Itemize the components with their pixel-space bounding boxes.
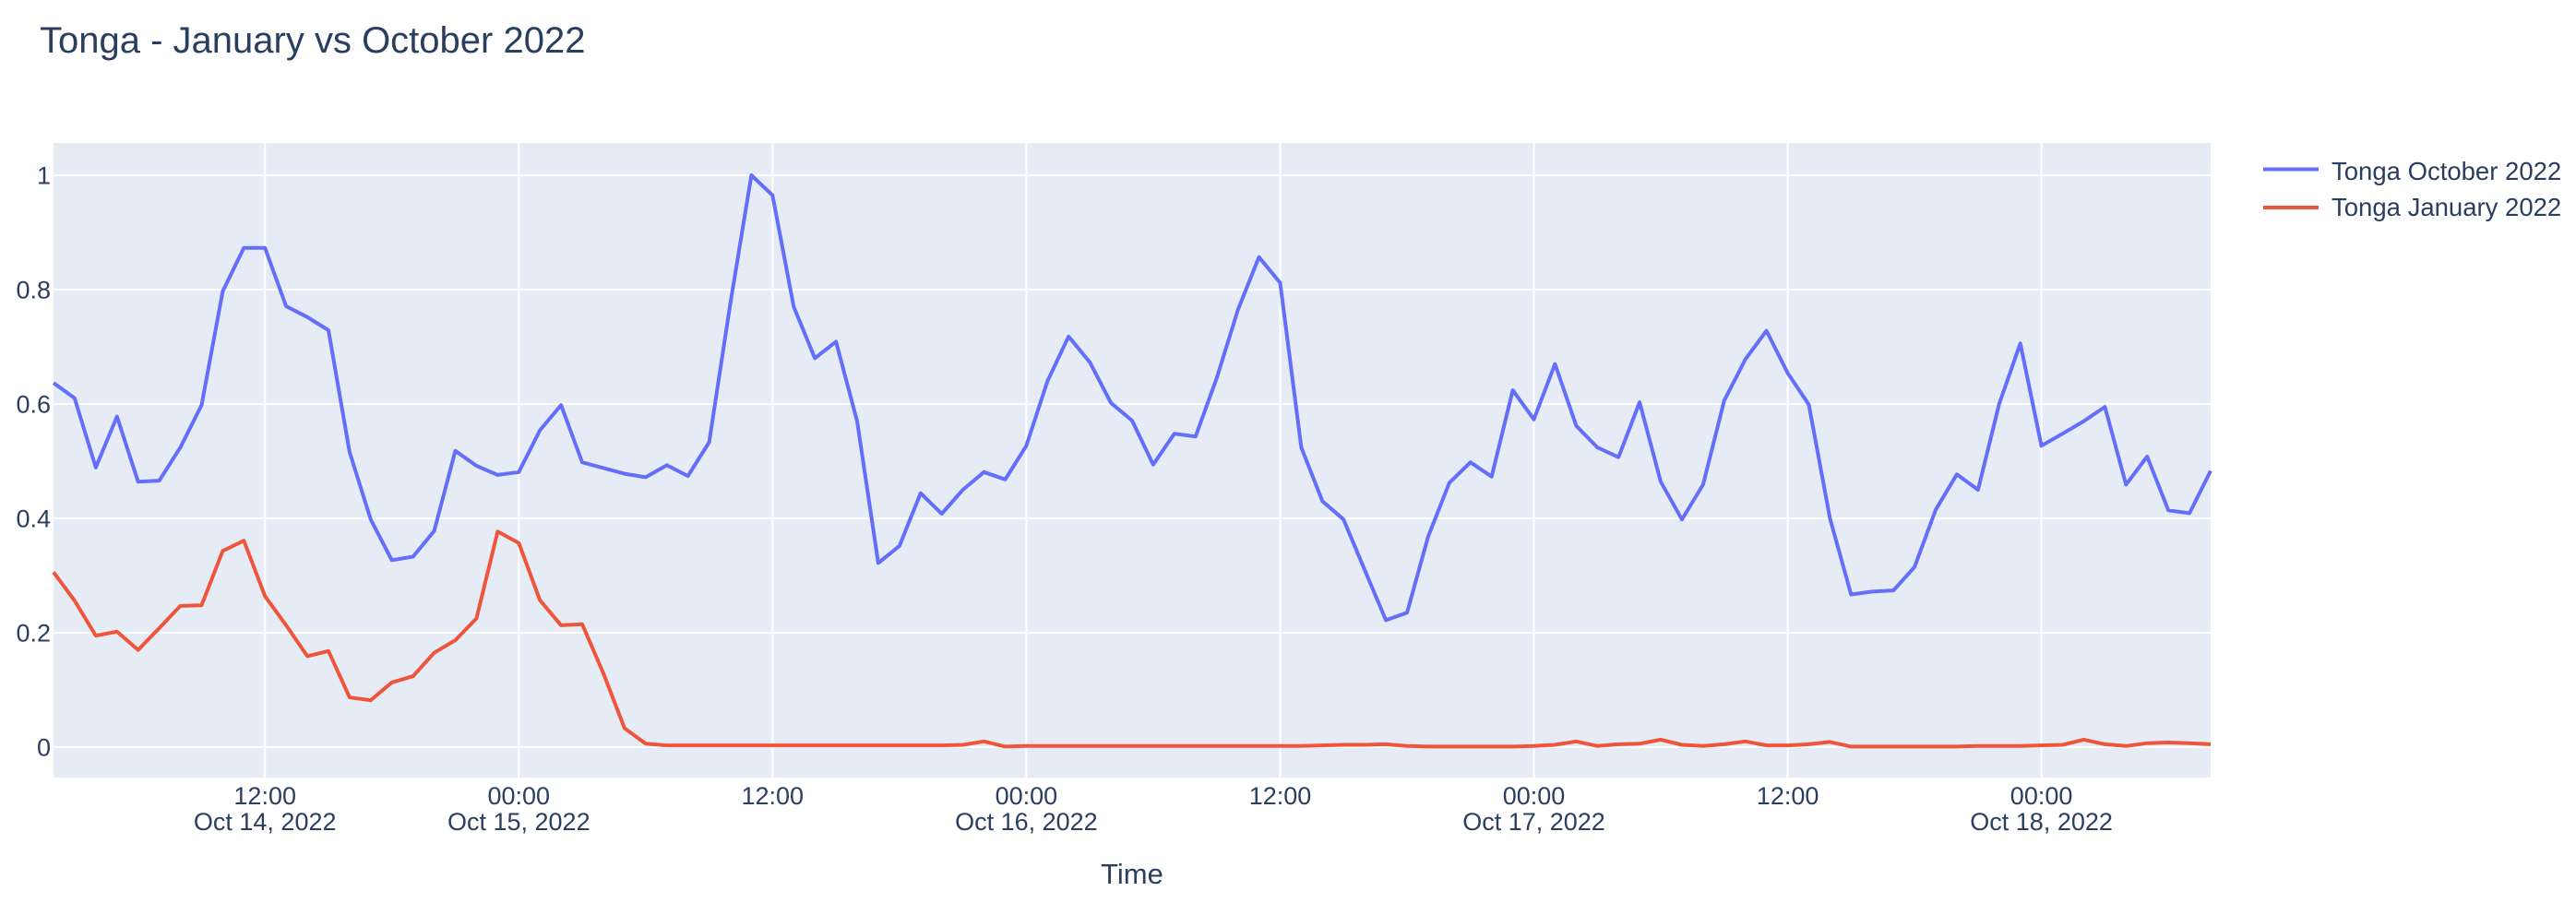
svg-text:Tonga October 2022: Tonga October 2022 — [2332, 157, 2561, 185]
svg-text:Oct 14, 2022: Oct 14, 2022 — [194, 808, 337, 836]
svg-text:Oct 18, 2022: Oct 18, 2022 — [1970, 808, 2113, 836]
svg-text:0.4: 0.4 — [16, 505, 51, 533]
svg-text:12:00: 12:00 — [1249, 782, 1312, 810]
svg-text:Tonga January 2022: Tonga January 2022 — [2332, 193, 2561, 221]
svg-text:0.6: 0.6 — [16, 391, 51, 419]
svg-text:0: 0 — [37, 734, 51, 762]
svg-text:00:00: 00:00 — [1503, 782, 1566, 810]
svg-text:12:00: 12:00 — [742, 782, 805, 810]
svg-text:Oct 15, 2022: Oct 15, 2022 — [447, 808, 590, 836]
svg-text:12:00: 12:00 — [233, 782, 296, 810]
svg-text:00:00: 00:00 — [2010, 782, 2073, 810]
svg-text:00:00: 00:00 — [996, 782, 1058, 810]
svg-text:0.2: 0.2 — [16, 620, 51, 648]
svg-text:Oct 17, 2022: Oct 17, 2022 — [1462, 808, 1605, 836]
svg-text:12:00: 12:00 — [1757, 782, 1819, 810]
svg-text:Oct 16, 2022: Oct 16, 2022 — [955, 808, 1098, 836]
svg-text:Tonga - January vs October 202: Tonga - January vs October 2022 — [40, 20, 585, 61]
svg-text:Time: Time — [1101, 858, 1163, 890]
svg-text:1: 1 — [37, 162, 51, 190]
svg-text:0.8: 0.8 — [16, 277, 51, 304]
svg-text:00:00: 00:00 — [488, 782, 551, 810]
